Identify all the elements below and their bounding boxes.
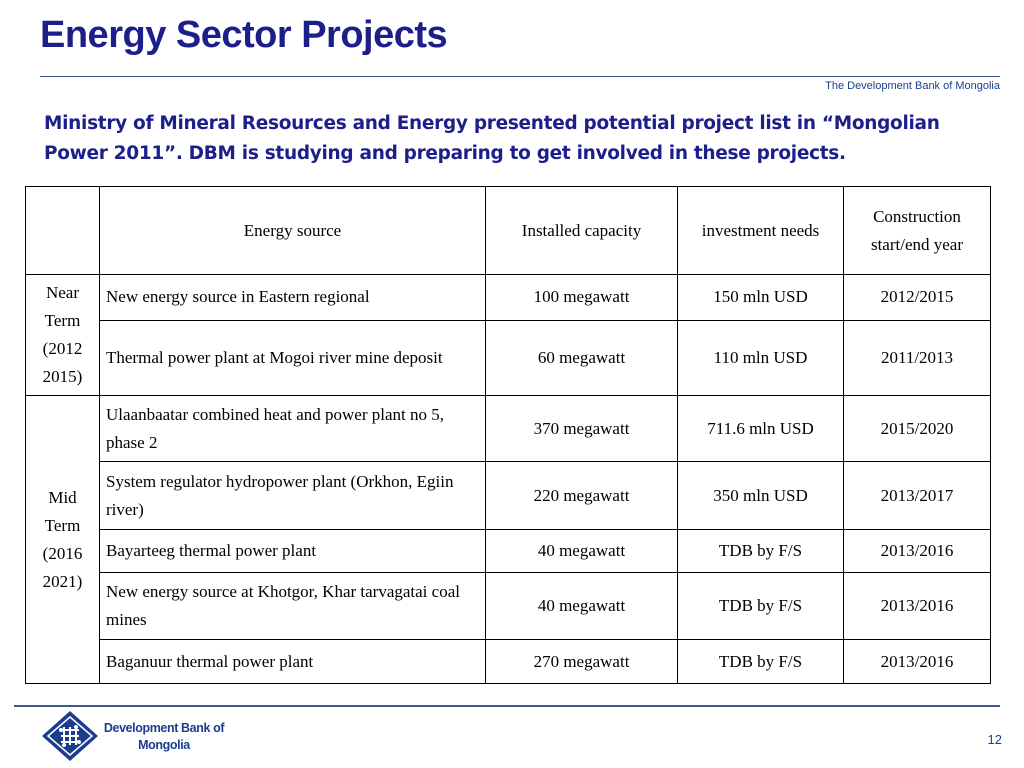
table-row: New energy source at Khotgor, Khar tarva… xyxy=(26,572,991,640)
cell-energy-source: Baganuur thermal power plant xyxy=(99,639,486,684)
period-mid-term: Mid Term (2016 2021) xyxy=(25,395,100,684)
table-header-row: Energy source Installed capacity investm… xyxy=(25,186,991,275)
projects-table: Energy source Installed capacity investm… xyxy=(25,186,991,684)
header-period xyxy=(25,186,100,275)
cell-capacity: 270 megawatt xyxy=(485,639,678,684)
header-divider xyxy=(40,76,1000,77)
table-row: Thermal power plant at Mogoi river mine … xyxy=(26,319,991,397)
period-near-term: Near Term (2012 2015) xyxy=(25,274,100,396)
table-row: Near Term (2012 2015) New energy source … xyxy=(25,274,991,396)
cell-energy-source: System regulator hydropower plant (Orkho… xyxy=(99,461,486,530)
cell-years: 2013/2017 xyxy=(843,461,991,530)
header-investment-needs: investment needs xyxy=(677,186,844,275)
cell-capacity: 40 megawatt xyxy=(485,529,678,573)
cell-energy-source: New energy source in Eastern regional xyxy=(99,274,486,321)
cell-capacity: 60 megawatt xyxy=(485,319,678,397)
cell-energy-source: New energy source at Khotgor, Khar tarva… xyxy=(99,572,486,640)
cell-years: 2015/2020 xyxy=(843,395,991,462)
table-row: Mid Term (2016 2021) Ulaanbaatar combine… xyxy=(25,395,991,684)
cell-investment: 150 mln USD xyxy=(677,274,844,321)
header-construction-years: Construction start/end year xyxy=(843,186,991,275)
cell-investment: TDB by F/S xyxy=(677,639,844,684)
cell-energy-source: Bayarteeg thermal power plant xyxy=(99,529,486,573)
slide-title: Energy Sector Projects xyxy=(40,14,448,56)
cell-energy-source: Thermal power plant at Mogoi river mine … xyxy=(99,319,486,397)
cell-years: 2012/2015 xyxy=(843,274,991,321)
cell-capacity: 370 megawatt xyxy=(485,395,678,462)
intro-paragraph: Ministry of Mineral Resources and Energy… xyxy=(44,113,940,164)
header-energy-source: Energy source xyxy=(99,186,486,275)
cell-capacity: 100 megawatt xyxy=(485,274,678,321)
cell-investment: TDB by F/S xyxy=(677,572,844,640)
cell-energy-source: Ulaanbaatar combined heat and power plan… xyxy=(99,395,486,462)
dbm-endless-knot-logo-icon xyxy=(42,711,98,761)
header-installed-capacity: Installed capacity xyxy=(485,186,678,275)
cell-investment: 711.6 mln USD xyxy=(677,395,844,462)
cell-years: 2013/2016 xyxy=(843,529,991,573)
cell-investment: 110 mln USD xyxy=(677,319,844,397)
footer-divider xyxy=(14,705,1000,707)
cell-years: 2013/2016 xyxy=(843,572,991,640)
cell-capacity: 220 megawatt xyxy=(485,461,678,530)
cell-investment: TDB by F/S xyxy=(677,529,844,573)
cell-years: 2013/2016 xyxy=(843,639,991,684)
table-row: System regulator hydropower plant (Orkho… xyxy=(26,461,991,530)
cell-years: 2011/2013 xyxy=(843,319,991,397)
page-number: 12 xyxy=(987,732,1002,747)
table-row: Bayarteeg thermal power plant 40 megawat… xyxy=(26,529,991,573)
cell-capacity: 40 megawatt xyxy=(485,572,678,640)
logo-text: Development Bank of Mongolia xyxy=(103,721,225,752)
table-row: Baganuur thermal power plant 270 megawat… xyxy=(26,639,991,684)
cell-investment: 350 mln USD xyxy=(677,461,844,530)
org-header-text: The Development Bank of Mongolia xyxy=(825,80,1000,92)
